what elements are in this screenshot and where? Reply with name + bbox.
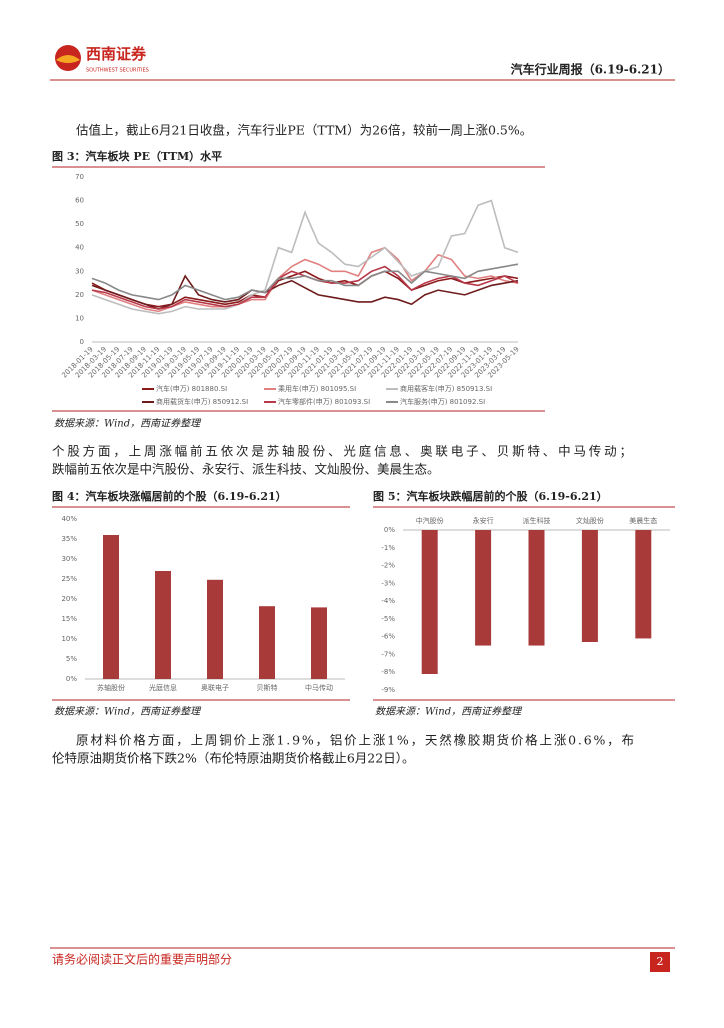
- figure-source: 数据来源：Wind，西南证券整理: [54, 706, 202, 718]
- series-line: [91, 274, 519, 310]
- x-tick-label: 派生科技: [523, 516, 551, 525]
- y-tick-label: 30: [75, 267, 84, 275]
- logo-subtext: SOUTHWEST SECURITIES: [86, 68, 149, 74]
- bar: [528, 530, 545, 646]
- figure-source: 数据来源：Wind，西南证券整理: [375, 706, 523, 718]
- y-tick-label: 0: [80, 338, 84, 346]
- y-tick-label: -6%: [381, 633, 395, 641]
- figure-source: 数据来源：Wind，西南证券整理: [54, 418, 202, 430]
- report-title: 汽车行业周报（6.19-6.21）: [511, 62, 670, 77]
- x-tick-label: 永安行: [473, 516, 494, 525]
- page-number-box: [650, 952, 670, 972]
- legend-label: 汽车服务(申万) 801092.SI: [400, 397, 485, 406]
- y-tick-label: 25%: [61, 575, 77, 583]
- y-tick-label: -1%: [381, 544, 395, 552]
- x-tick-label: 美晨生态: [629, 516, 657, 525]
- series-line: [91, 246, 519, 313]
- legend-label: 汽车零部件(申万) 801093.SI: [278, 397, 370, 406]
- series-line: [91, 263, 519, 301]
- logo-icon-swoosh: [56, 55, 80, 63]
- bar: [207, 579, 223, 679]
- y-tick-label: -9%: [381, 686, 395, 694]
- y-tick-label: -3%: [381, 579, 395, 587]
- footer-notice: 请务必阅读正文后的重要声明部分: [52, 952, 232, 967]
- figure-caption: 图 4：汽车板块涨幅居前的个股（6.19-6.21）: [52, 489, 287, 503]
- bar: [421, 530, 438, 674]
- y-tick-label: 0%: [66, 675, 77, 683]
- bar: [635, 530, 652, 639]
- paragraph: 原材料价格方面，上周铜价上涨1.9%，铝价上涨1%，天然橡胶期货价格上涨0.6%…: [76, 733, 634, 748]
- y-tick-label: 30%: [61, 555, 77, 563]
- bar: [259, 606, 275, 679]
- y-tick-label: 40: [75, 244, 84, 252]
- y-tick-label: 20%: [61, 595, 77, 603]
- y-tick-label: 50: [75, 220, 84, 228]
- bar: [311, 607, 327, 679]
- x-tick-label: 贝斯特: [257, 683, 278, 692]
- paragraph: 估值上，截止6月21日收盘，汽车行业PE（TTM）为26倍，较前一周上涨0.5%…: [76, 123, 532, 138]
- legend-label: 乘用车(申万) 801095.SI: [278, 384, 356, 393]
- bar: [103, 535, 119, 679]
- x-tick-label: 中马传动: [305, 683, 333, 692]
- x-tick-label: 光庭信息: [149, 683, 177, 692]
- legend-label: 汽车(申万) 801880.SI: [156, 384, 227, 393]
- y-tick-label: -4%: [381, 597, 395, 605]
- x-tick-label: 文灿股份: [576, 516, 604, 525]
- page-number: 2: [657, 955, 664, 968]
- y-tick-label: 10%: [61, 635, 77, 643]
- series-line: [91, 270, 519, 308]
- y-tick-label: -2%: [381, 562, 395, 570]
- y-tick-label: -7%: [381, 650, 395, 658]
- figure-caption: 图 3：汽车板块 PE（TTM）水平: [52, 149, 222, 163]
- y-tick-label: 10: [75, 314, 84, 322]
- legend-label: 商用载货车(申万) 850912.SI: [156, 397, 248, 406]
- y-tick-label: 20: [75, 291, 84, 299]
- paragraph: 伦特原油期货价格下跌2%（布伦特原油期货价格截止6月22日）。: [52, 751, 414, 766]
- paragraph: 跌幅前五依次是中汽股份、永安行、派生科技、文灿股份、美晨生态。: [52, 462, 440, 477]
- y-tick-label: 60: [75, 197, 84, 205]
- y-tick-label: -8%: [381, 668, 395, 676]
- paragraph: 个股方面，上周涨幅前五依次是苏轴股份、光庭信息、奥联电子、贝斯特、中马传动；: [52, 444, 632, 459]
- y-tick-label: 15%: [61, 615, 77, 623]
- x-tick-label: 奥联电子: [201, 683, 229, 692]
- x-tick-label: 苏轴股份: [97, 683, 125, 692]
- bar: [581, 530, 598, 642]
- series-line: [91, 199, 519, 315]
- legend-label: 商用载客车(申万) 850913.SI: [400, 384, 492, 393]
- bar: [475, 530, 492, 646]
- y-tick-label: -5%: [381, 615, 395, 623]
- bar: [155, 571, 171, 679]
- y-tick-label: 70: [75, 173, 84, 181]
- figure-caption: 图 5：汽车板块跌幅居前的个股（6.19-6.21）: [373, 489, 608, 503]
- y-tick-label: 0%: [384, 526, 395, 534]
- x-tick-label: 中汽股份: [416, 516, 444, 525]
- logo-text: 西南证券: [86, 45, 147, 63]
- y-tick-label: 5%: [66, 655, 77, 663]
- y-tick-label: 35%: [61, 535, 77, 543]
- y-tick-label: 40%: [61, 515, 77, 523]
